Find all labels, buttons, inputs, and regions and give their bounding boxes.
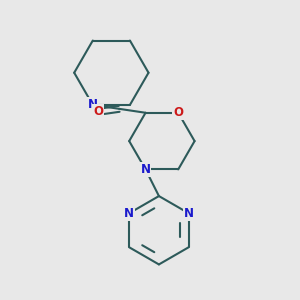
Text: N: N [184,207,194,220]
Text: N: N [88,98,98,111]
Text: N: N [140,163,151,176]
Text: O: O [173,106,183,119]
Text: O: O [93,105,103,118]
Text: N: N [124,207,134,220]
